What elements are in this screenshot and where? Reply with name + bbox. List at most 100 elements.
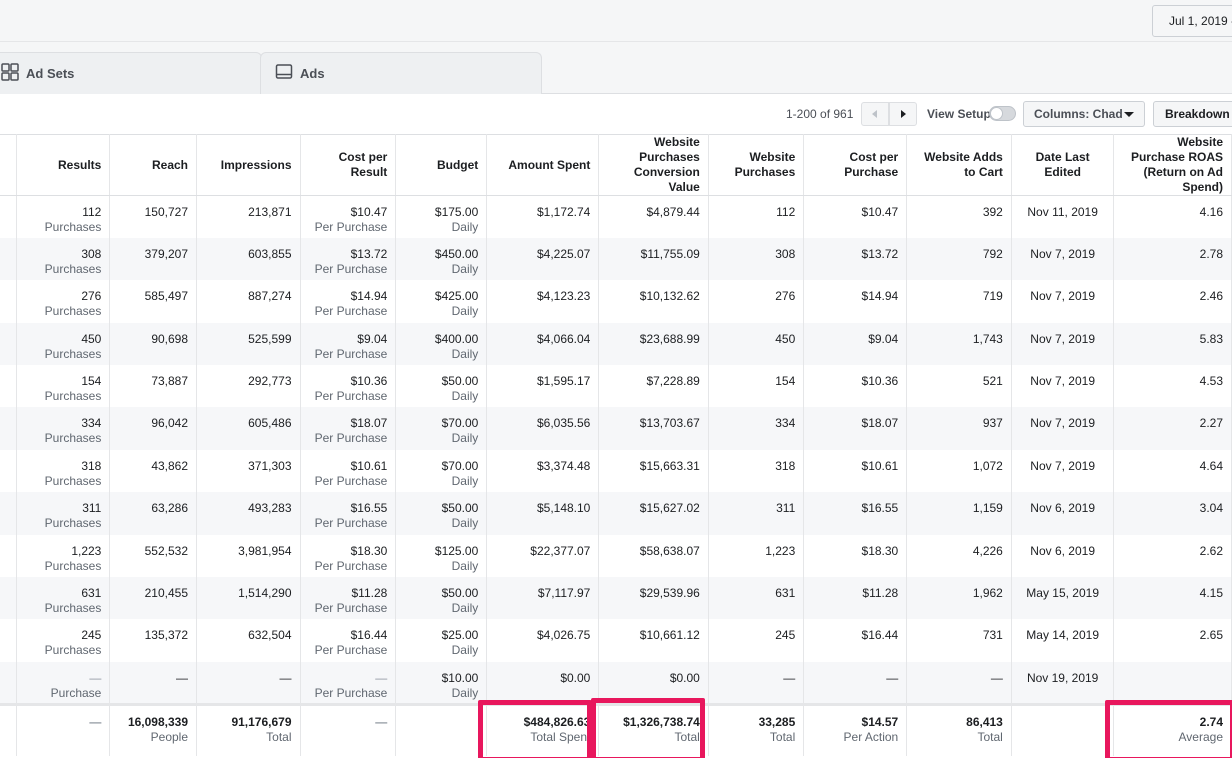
table-row[interactable]: 245 Purchases 135,372 632,504 $16.44 Per P… xyxy=(0,619,1232,662)
column-header[interactable]: Cost per Result xyxy=(300,134,397,196)
impressions-cell: 3,981,954 xyxy=(196,534,301,578)
total-results-value: — xyxy=(89,714,102,729)
results-unit: Purchases xyxy=(44,304,102,319)
row-select-cell[interactable] xyxy=(0,619,17,662)
column-header[interactable]: Website Purchases xyxy=(708,134,805,196)
budget-type: Daily xyxy=(451,220,479,234)
results-unit: Purchases xyxy=(44,261,102,276)
reach-cell: 73,887 xyxy=(109,365,198,408)
row-select-cell[interactable] xyxy=(0,195,17,238)
total-reach-value: 16,098,339 xyxy=(127,714,189,729)
impressions-cell: 632,504 xyxy=(196,619,301,662)
reach-cell: 63,286 xyxy=(109,492,198,535)
column-header[interactable]: Cost per Purchase xyxy=(803,134,908,196)
tab-ads[interactable]: Ads xyxy=(260,52,542,94)
date-last-edited-cell: May 14, 2019 xyxy=(1011,619,1115,662)
ad-icon xyxy=(275,63,293,84)
column-header[interactable]: Impressions xyxy=(196,134,301,196)
budget-cell[interactable]: $70.00 Daily xyxy=(395,449,488,493)
table-row[interactable]: 154 Purchases 73,887 292,773 $10.36 Per Pu… xyxy=(0,365,1232,408)
budget-cell[interactable]: $425.00 Daily xyxy=(395,280,488,323)
row-select-cell[interactable] xyxy=(0,365,17,408)
row-select-cell[interactable] xyxy=(0,449,17,493)
table-row[interactable]: — Purchase — — — Per Purchase $10.00 Daily … xyxy=(0,661,1232,705)
amount-spent-cell: $0.00 xyxy=(486,661,600,705)
total-impressions-unit: Total xyxy=(266,729,292,744)
column-header[interactable]: Amount Spent xyxy=(486,134,600,196)
conversion-value-cell: $58,638.07 xyxy=(598,534,709,578)
table-row[interactable]: 334 Purchases 96,042 605,486 $18.07 Per Pu… xyxy=(0,407,1232,450)
budget-cell[interactable]: $50.00 Daily xyxy=(395,577,488,620)
table-row[interactable]: 318 Purchases 43,862 371,303 $10.61 Per Pu… xyxy=(0,449,1232,493)
row-select-cell[interactable] xyxy=(0,534,17,578)
budget-cell[interactable]: $450.00 Daily xyxy=(395,237,488,281)
tab-ad-sets[interactable]: Ad Sets xyxy=(0,52,262,94)
table-row[interactable]: 1,223 Purchases 552,532 3,981,954 $18.30 P… xyxy=(0,534,1232,578)
grid-icon xyxy=(1,63,19,84)
cost-per-purchase-cell: $10.36 xyxy=(803,365,908,408)
table-row[interactable]: 311 Purchases 63,286 493,283 $16.55 Per Pu… xyxy=(0,492,1232,535)
row-select-cell[interactable] xyxy=(0,407,17,450)
budget-cell[interactable]: $175.00 Daily xyxy=(395,195,488,238)
total-roas-value: 2.74 xyxy=(1199,714,1223,729)
view-setup-toggle[interactable] xyxy=(989,106,1016,121)
results-unit: Purchases xyxy=(44,220,102,234)
budget-cell[interactable]: $50.00 Daily xyxy=(395,492,488,535)
breakdown-button[interactable]: Breakdown xyxy=(1153,101,1232,127)
budget-cell[interactable]: $25.00 Daily xyxy=(395,619,488,662)
reach-cell: 90,698 xyxy=(109,322,198,366)
date-last-edited-cell: Nov 7, 2019 xyxy=(1011,449,1115,493)
budget-cell[interactable]: $125.00 Daily xyxy=(395,534,488,578)
cost-per-result-unit: Per Purchase xyxy=(314,346,388,361)
budget-cell[interactable]: $10.00 Daily xyxy=(395,661,488,705)
cost-per-result-cell: $18.30 Per Purchase xyxy=(300,534,397,578)
budget-value: $25.00 xyxy=(441,628,479,643)
row-select-cell[interactable] xyxy=(0,661,17,705)
column-header[interactable]: Budget xyxy=(395,134,488,196)
website-purchases-cell: 334 xyxy=(708,407,805,450)
row-select-cell[interactable] xyxy=(0,280,17,323)
budget-cell[interactable]: $50.00 Daily xyxy=(395,365,488,408)
row-select-cell[interactable] xyxy=(0,237,17,281)
cost-per-result-cell: $10.47 Per Purchase xyxy=(300,195,397,238)
table-row[interactable]: 276 Purchases 585,497 887,274 $14.94 Per P… xyxy=(0,280,1232,323)
table-row[interactable]: 631 Purchases 210,455 1,514,290 $11.28 Per… xyxy=(0,577,1232,620)
cost-per-result-cell: $14.94 Per Purchase xyxy=(300,280,397,323)
cost-per-result-value: $11.28 xyxy=(351,586,388,601)
budget-value: $50.00 xyxy=(441,586,479,601)
budget-type: Daily xyxy=(451,601,479,616)
total-adds-to-cart-value: 86,413 xyxy=(966,714,1003,729)
table-row[interactable]: 308 Purchases 379,207 603,855 $13.72 Per P… xyxy=(0,237,1232,281)
budget-cell[interactable]: $70.00 Daily xyxy=(395,407,488,450)
conversion-value-cell: $15,627.02 xyxy=(598,492,709,535)
results-unit: Purchases xyxy=(44,643,102,658)
top-bar: Jul 1, 2019 - xyxy=(0,0,1232,42)
date-last-edited-cell: Nov 19, 2019 xyxy=(1011,661,1115,705)
column-header[interactable]: Website Purchase ROAS (Return on Ad Spen… xyxy=(1113,134,1232,196)
column-header[interactable]: Website Adds to Cart xyxy=(906,134,1012,196)
columns-dropdown[interactable]: Columns: Chad xyxy=(1023,101,1145,127)
row-select-cell[interactable] xyxy=(0,577,17,620)
date-last-edited-cell: Nov 7, 2019 xyxy=(1011,280,1115,323)
amount-spent-cell: $4,066.04 xyxy=(486,322,600,366)
previous-page-button[interactable] xyxy=(861,102,889,126)
column-header[interactable]: Results xyxy=(16,134,111,196)
budget-cell[interactable]: $400.00 Daily xyxy=(395,322,488,366)
total-website-purchases-value: 33,285 xyxy=(758,714,796,729)
conversion-value-cell: $11,755.09 xyxy=(598,237,709,281)
date-range-picker[interactable]: Jul 1, 2019 - xyxy=(1152,5,1232,37)
column-header[interactable]: Reach xyxy=(109,134,198,196)
cost-per-result-unit: Per Purchase xyxy=(314,220,388,234)
table-row[interactable]: 450 Purchases 90,698 525,599 $9.04 Per Pur… xyxy=(0,322,1232,366)
row-select-cell[interactable] xyxy=(0,322,17,366)
column-header[interactable]: Date Last Edited xyxy=(1011,134,1115,196)
cost-per-result-value: $18.30 xyxy=(350,543,388,558)
total-cost-per-purchase-unit: Per Action xyxy=(843,729,899,744)
table-row[interactable]: 112 Purchases 150,727 213,871 $10.47 Per P… xyxy=(0,195,1232,238)
adds-to-cart-cell: 1,962 xyxy=(906,577,1012,620)
next-page-button[interactable] xyxy=(889,102,917,126)
date-last-edited-cell: Nov 11, 2019 xyxy=(1011,195,1115,238)
column-header[interactable]: Website Purchases Conversion Value xyxy=(598,134,709,196)
row-select-cell[interactable] xyxy=(0,492,17,535)
highlight-average-roas xyxy=(1105,700,1232,758)
